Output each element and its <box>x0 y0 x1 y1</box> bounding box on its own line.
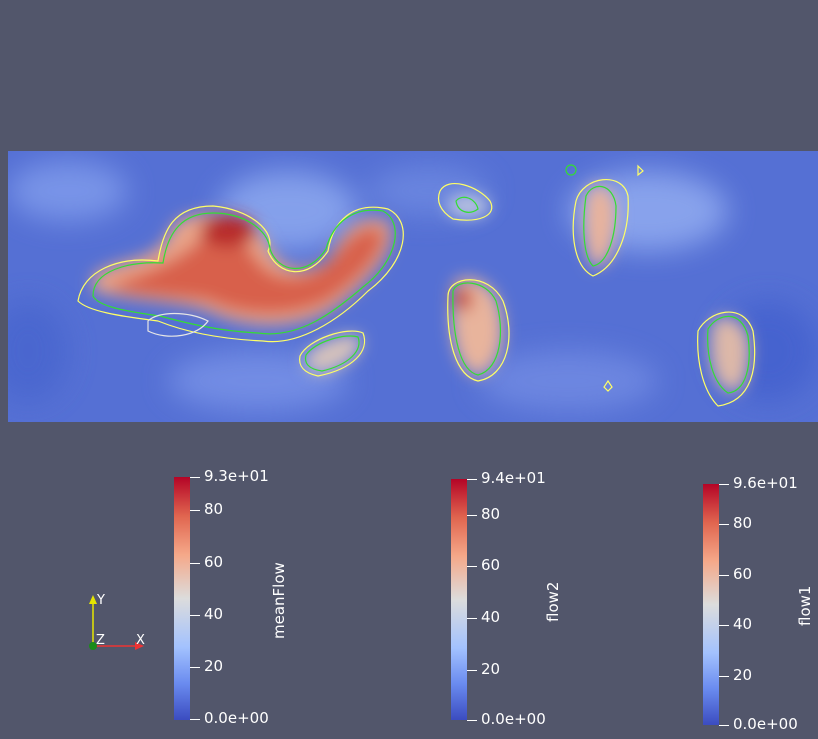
tick-mark <box>190 563 200 564</box>
hot-regions <box>93 185 750 392</box>
color-bar-title: flow1 <box>796 585 814 626</box>
axis-label-z: Z <box>96 633 105 648</box>
tick-label: 20 <box>481 660 501 678</box>
tick-mark <box>719 625 729 626</box>
color-bar-min-label: 0.0e+00 <box>733 715 798 733</box>
tick-mark <box>719 575 729 576</box>
tick-label: 80 <box>481 505 501 523</box>
tick-label: 80 <box>733 514 753 532</box>
tick-mark <box>719 725 729 726</box>
color-bar-gradient <box>174 477 190 720</box>
tick-mark <box>190 719 200 720</box>
tick-label: 40 <box>481 608 501 626</box>
orientation-axes: Y X Z <box>80 590 150 654</box>
tick-mark <box>719 484 729 485</box>
tick-mark <box>190 615 200 616</box>
color-bar-title: flow2 <box>544 581 562 622</box>
tick-mark <box>467 515 477 516</box>
color-bar-min-label: 0.0e+00 <box>481 710 546 728</box>
tick-mark <box>467 479 477 480</box>
color-bar-title: meanFlow <box>270 562 288 639</box>
color-bar-min-label: 0.0e+00 <box>204 709 269 727</box>
color-bar-max-label: 9.4e+01 <box>481 469 546 487</box>
color-bar-max-label: 9.3e+01 <box>204 467 269 485</box>
tick-mark <box>719 524 729 525</box>
tick-mark <box>467 618 477 619</box>
color-bar-gradient <box>703 484 719 725</box>
tick-label: 40 <box>733 615 753 633</box>
tick-mark <box>467 720 477 721</box>
axis-label-x: X <box>136 633 145 648</box>
tick-label: 80 <box>204 500 224 518</box>
scalar-field-plot <box>8 151 818 422</box>
color-bar-gradient <box>451 479 467 720</box>
tick-mark <box>190 510 200 511</box>
tick-mark <box>719 676 729 677</box>
axis-label-y: Y <box>97 593 105 608</box>
color-bar-max-label: 9.6e+01 <box>733 474 798 492</box>
orientation-axes-icon <box>89 595 144 650</box>
tick-label: 40 <box>204 605 224 623</box>
tick-mark <box>467 566 477 567</box>
tick-mark <box>190 667 200 668</box>
tick-label: 60 <box>733 565 753 583</box>
tick-label: 20 <box>733 666 753 684</box>
tick-mark <box>190 477 200 478</box>
tick-mark <box>467 670 477 671</box>
tick-label: 60 <box>481 556 501 574</box>
contour-lines <box>77 164 756 407</box>
tick-label: 20 <box>204 657 224 675</box>
tick-label: 60 <box>204 553 224 571</box>
